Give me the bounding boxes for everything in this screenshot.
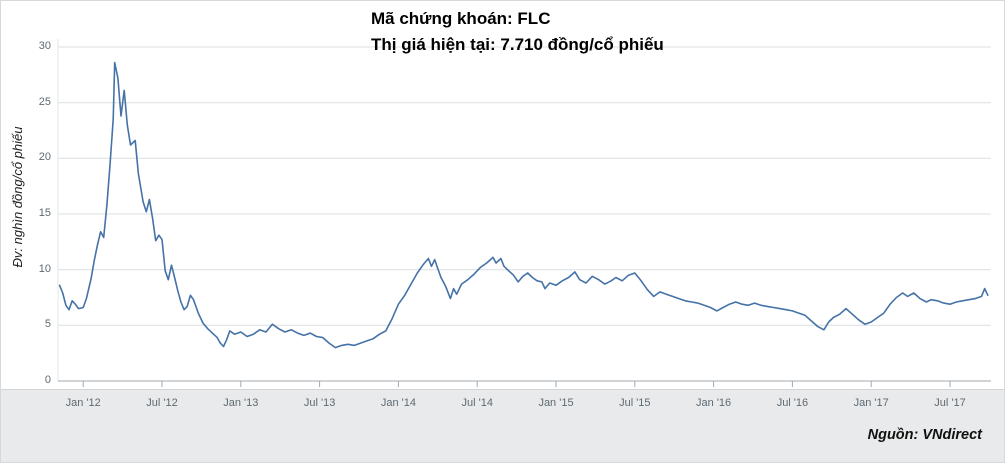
y-tick-label: 10 (38, 262, 51, 275)
x-tick-label: Jul '12 (146, 397, 178, 409)
y-axis-title: Đv: nghìn đồng/cổ phiếu (10, 126, 25, 268)
chart-title-block: Mã chứng khoán: FLC Thị giá hiện tại: 7.… (371, 6, 664, 58)
x-tick-label: Jul '13 (303, 397, 336, 409)
x-tick-label: Jan '14 (380, 397, 416, 409)
x-tick-label: Jan '17 (853, 397, 889, 409)
x-tick-label: Jul '14 (461, 397, 493, 409)
source-credit: Nguồn: VNdirect (867, 427, 982, 443)
footer-area (1, 389, 1004, 462)
price-line (58, 61, 989, 349)
x-tick-label: Jul '15 (619, 397, 651, 409)
x-tick-label: Jul '17 (934, 397, 966, 409)
chart-title: Mã chứng khoán: FLC (371, 9, 551, 28)
chart-subtitle: Thị giá hiện tại: 7.710 đồng/cổ phiếu (371, 35, 664, 54)
y-tick-label: 25 (38, 95, 51, 108)
x-tick-label: Jan '13 (223, 397, 259, 409)
x-tick-label: Jan '12 (65, 397, 101, 409)
y-tick-label: 15 (38, 207, 51, 219)
x-tick-label: Jul '16 (776, 397, 809, 409)
y-tick-label: 0 (44, 374, 51, 386)
x-tick-label: Jan '16 (696, 397, 732, 409)
x-tick-label: Jan '15 (538, 397, 574, 409)
y-tick-label: 5 (44, 318, 51, 331)
y-tick-label: 30 (38, 40, 51, 52)
y-tick-label: 20 (38, 151, 51, 164)
